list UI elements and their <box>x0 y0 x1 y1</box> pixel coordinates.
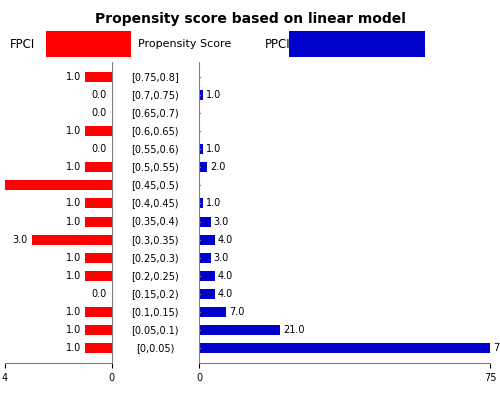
Text: [0.25,0.3): [0.25,0.3) <box>132 253 179 263</box>
FancyBboxPatch shape <box>46 32 131 57</box>
Text: 4.0: 4.0 <box>218 271 233 281</box>
Text: 1.0: 1.0 <box>66 198 81 209</box>
Bar <box>85 325 112 335</box>
Bar <box>199 289 214 299</box>
Text: Propensity Score: Propensity Score <box>138 39 232 49</box>
Text: 1.0: 1.0 <box>206 90 221 100</box>
Bar <box>199 90 203 100</box>
Text: 1.0: 1.0 <box>66 343 81 353</box>
Text: 75.0: 75.0 <box>493 343 500 353</box>
Text: 0.0: 0.0 <box>91 108 106 118</box>
Text: 1.0: 1.0 <box>66 325 81 335</box>
Bar <box>199 307 226 317</box>
Text: 1.0: 1.0 <box>66 217 81 227</box>
Bar <box>199 253 210 263</box>
Bar <box>85 198 112 209</box>
Text: PPCI: PPCI <box>264 38 290 51</box>
Bar <box>85 72 112 82</box>
Text: 1.0: 1.0 <box>66 162 81 172</box>
Text: 1.0: 1.0 <box>66 253 81 263</box>
Bar <box>199 198 203 209</box>
Text: 1.0: 1.0 <box>66 72 81 82</box>
Text: [0.55,0.6): [0.55,0.6) <box>132 144 179 154</box>
Bar <box>85 162 112 172</box>
Text: [0.05,0.1): [0.05,0.1) <box>132 325 179 335</box>
Text: [0.35,0.4): [0.35,0.4) <box>132 217 179 227</box>
Text: [0.45,0.5): [0.45,0.5) <box>132 180 179 190</box>
Bar <box>199 325 280 335</box>
Text: [0.1,0.15): [0.1,0.15) <box>132 307 179 317</box>
Text: 4.0: 4.0 <box>0 180 1 190</box>
Text: [0.3,0.35): [0.3,0.35) <box>132 235 179 245</box>
Text: 4.0: 4.0 <box>218 235 233 245</box>
Text: 4.0: 4.0 <box>218 289 233 299</box>
Text: 21.0: 21.0 <box>284 325 305 335</box>
Text: 3.0: 3.0 <box>214 253 229 263</box>
Text: 1.0: 1.0 <box>206 144 221 154</box>
Bar <box>199 144 203 154</box>
Bar <box>199 217 210 227</box>
Text: Propensity score based on linear model: Propensity score based on linear model <box>94 12 406 26</box>
Text: 1.0: 1.0 <box>66 307 81 317</box>
Text: [0.6,0.65): [0.6,0.65) <box>132 126 179 136</box>
Text: [0.65,0.7): [0.65,0.7) <box>132 108 179 118</box>
Text: [0.7,0.75): [0.7,0.75) <box>132 90 179 100</box>
Bar <box>85 253 112 263</box>
Text: 3.0: 3.0 <box>214 217 229 227</box>
Text: 7.0: 7.0 <box>230 307 244 317</box>
Text: FPCI: FPCI <box>10 38 35 51</box>
Bar <box>85 343 112 353</box>
Text: 2.0: 2.0 <box>210 162 225 172</box>
Text: [0.5,0.55): [0.5,0.55) <box>132 162 179 172</box>
Text: 0.0: 0.0 <box>91 144 106 154</box>
Text: 1.0: 1.0 <box>66 126 81 136</box>
Text: 0.0: 0.0 <box>91 90 106 100</box>
Text: 3.0: 3.0 <box>12 235 28 245</box>
Bar <box>85 271 112 281</box>
Text: 1.0: 1.0 <box>66 271 81 281</box>
Text: [0,0.05): [0,0.05) <box>136 343 174 353</box>
Bar <box>199 271 214 281</box>
Text: [0.75,0.8]: [0.75,0.8] <box>132 72 179 82</box>
Bar <box>85 307 112 317</box>
Bar <box>199 235 214 245</box>
Bar <box>85 217 112 227</box>
Bar <box>199 343 490 353</box>
Text: [0.15,0.2): [0.15,0.2) <box>132 289 179 299</box>
Text: [0.4,0.45): [0.4,0.45) <box>132 198 179 209</box>
Bar <box>5 180 112 190</box>
FancyBboxPatch shape <box>288 32 424 57</box>
Text: [0.2,0.25): [0.2,0.25) <box>132 271 179 281</box>
Bar <box>199 162 207 172</box>
Text: 1.0: 1.0 <box>206 198 221 209</box>
Bar <box>32 235 112 245</box>
Bar <box>85 126 112 136</box>
Text: 0.0: 0.0 <box>91 289 106 299</box>
